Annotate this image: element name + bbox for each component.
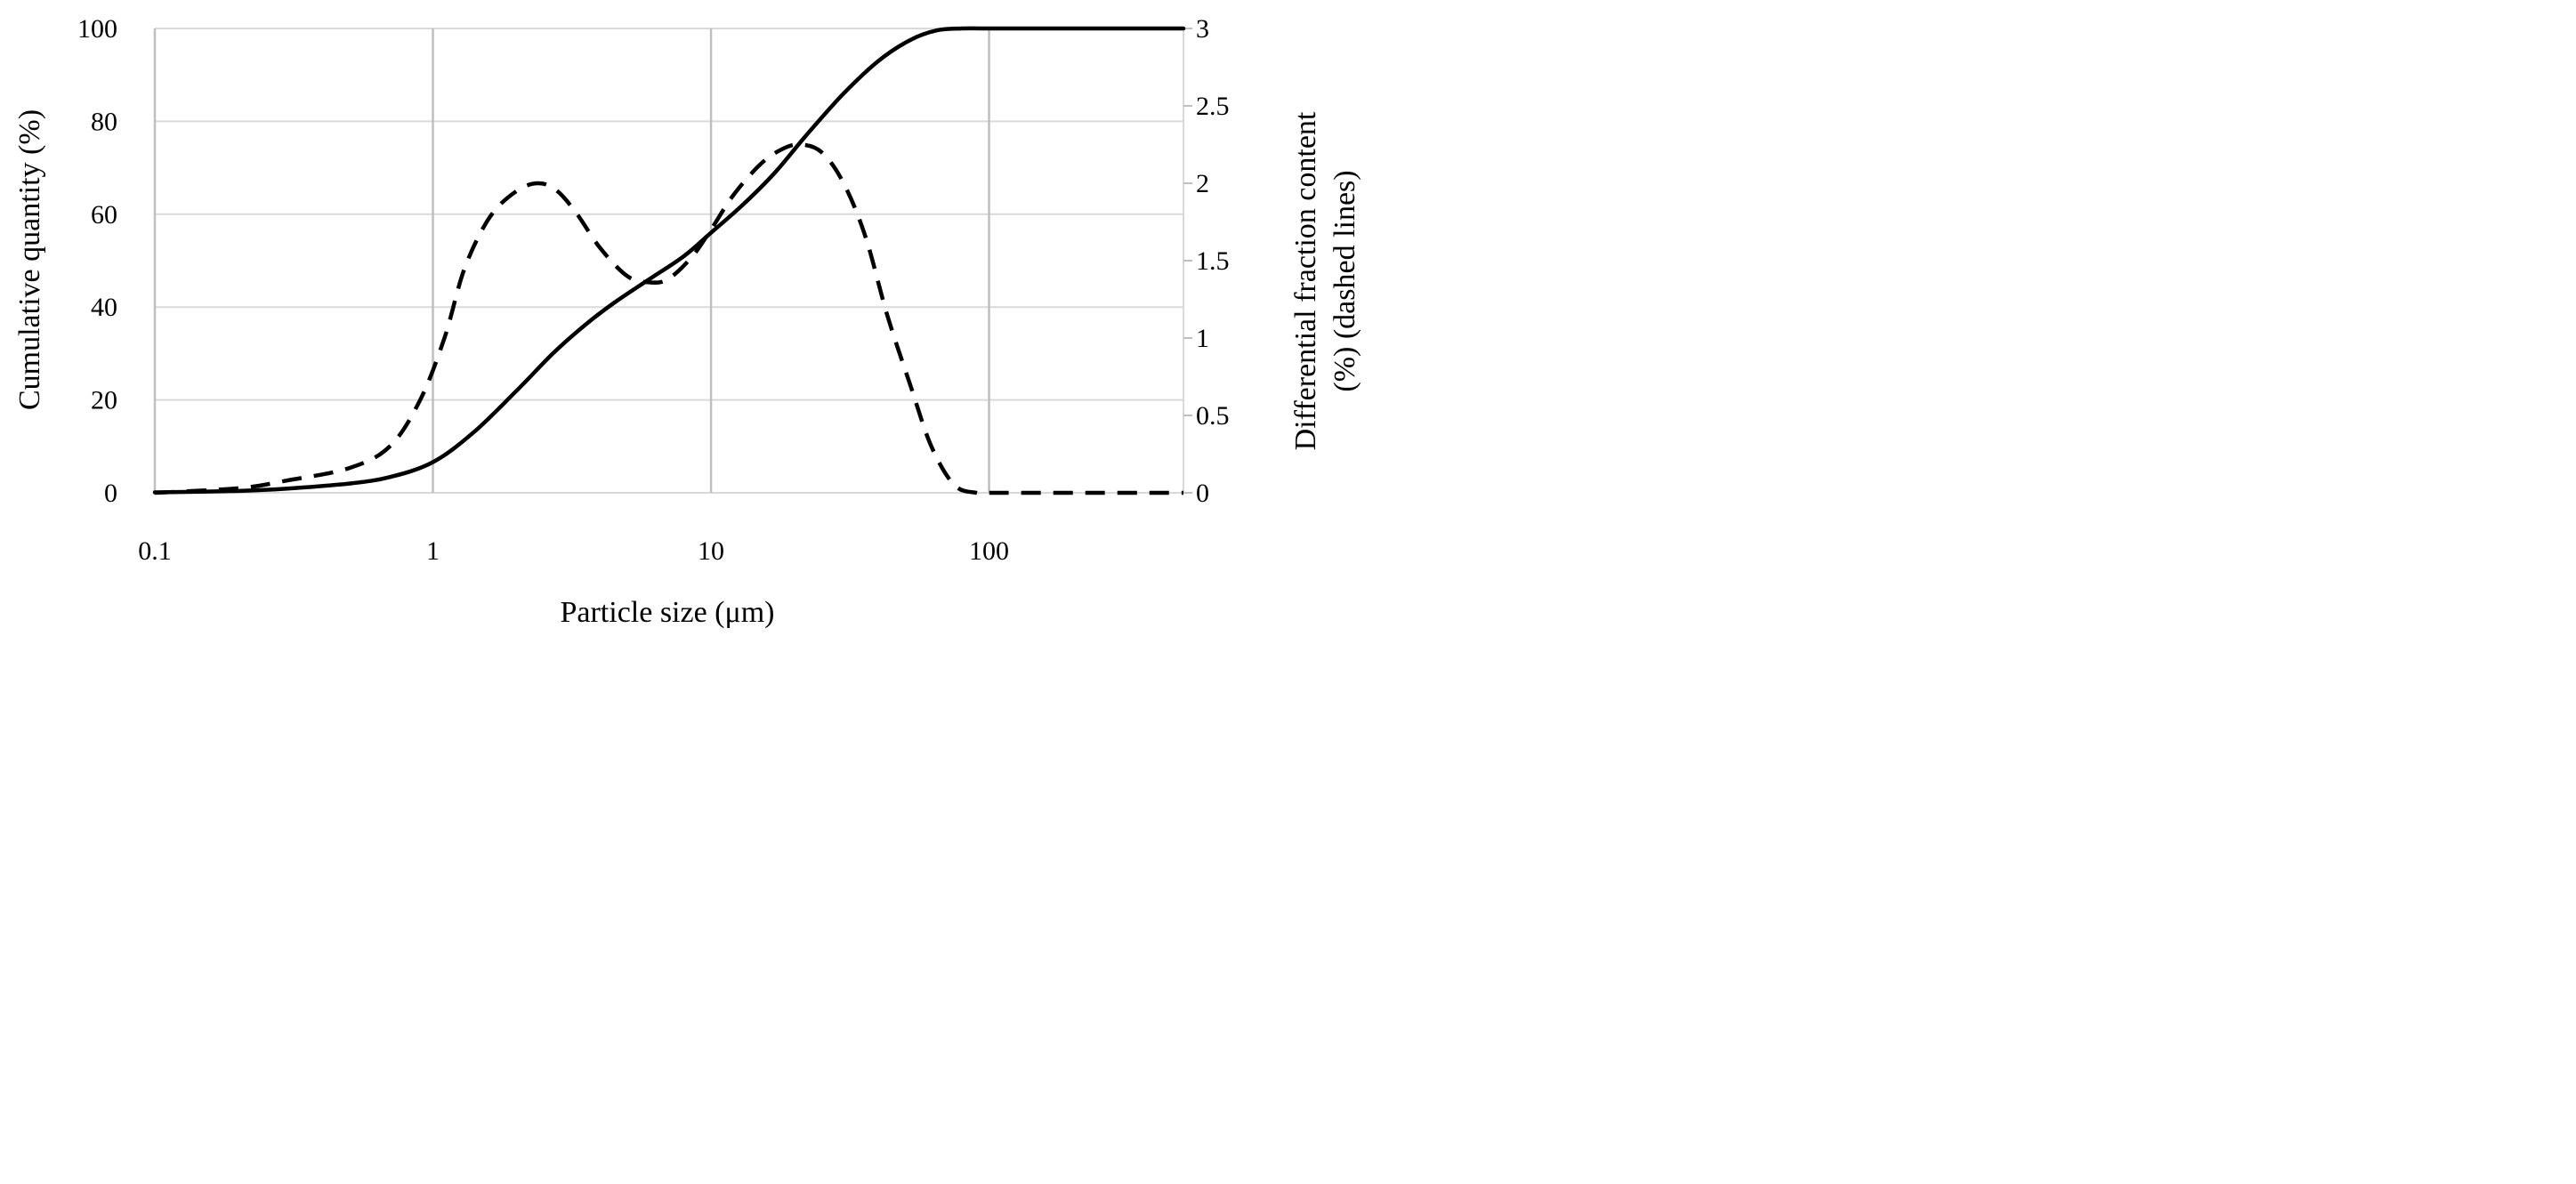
chart: 0.1 1 10 100 0 20 40 60 80 100 0 0.5 1 1.5 2 2.5 3 Parti…: [13, 14, 1361, 629]
y-tick-label: 0: [104, 479, 117, 508]
y-tick-label: 80: [91, 107, 117, 136]
x-tick-label: 100: [969, 536, 1009, 566]
y2-tick-label: 2.5: [1196, 92, 1230, 121]
y-axis-title: Cumulative quantity (%): [13, 109, 46, 410]
series-layer: [152, 26, 1186, 495]
x-tick-label: 10: [698, 536, 724, 566]
differential-fraction-series: [154, 142, 1183, 495]
cumulative-quantity-series: [152, 26, 1186, 495]
y-tick-label: 100: [77, 14, 117, 44]
y-tick-label: 40: [91, 293, 117, 322]
x-tick-label: 1: [426, 536, 440, 566]
y2-tick-label: 0.5: [1196, 401, 1230, 431]
y2-tick-label: 1: [1196, 324, 1209, 353]
y2-tick-label: 2: [1196, 169, 1209, 198]
y2-tick-label: 3: [1196, 14, 1209, 44]
grid-layer: [153, 28, 1192, 494]
y2-tick-label: 0: [1196, 479, 1209, 508]
y2-axis-title-line2: (%) (dashed lines): [1328, 170, 1361, 391]
y2-tick-label: 1.5: [1196, 246, 1230, 276]
y-tick-label: 60: [91, 200, 117, 230]
x-tick-label: 0.1: [138, 536, 172, 566]
y-tick-label: 20: [91, 386, 117, 415]
tick-labels: 0.1 1 10 100 0 20 40 60 80 100 0 0.5 1 1.5 2 2.5 3: [77, 14, 1230, 566]
x-axis-title: Particle size (μm): [560, 596, 774, 629]
y2-axis-title-line1: Differential fraction content: [1289, 111, 1322, 450]
